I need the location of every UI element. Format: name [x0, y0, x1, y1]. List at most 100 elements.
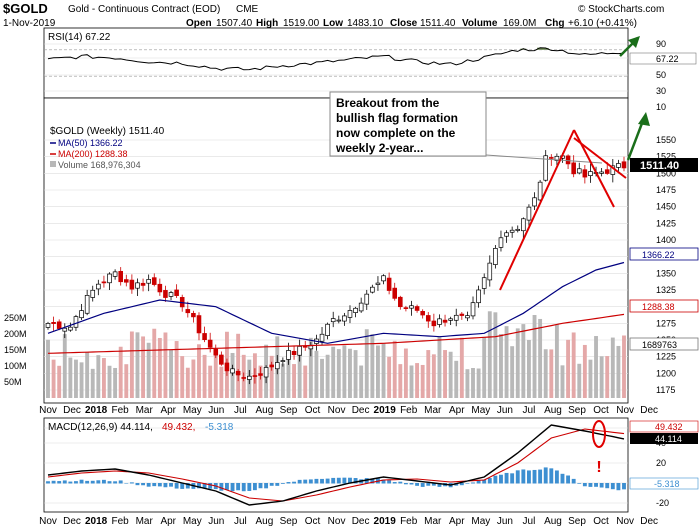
- candle-body: [119, 271, 123, 281]
- x-axis-label: 2018: [85, 516, 108, 527]
- volume-bar: [611, 338, 615, 398]
- macd-histogram-bar: [119, 480, 123, 483]
- volume-bar: [544, 349, 548, 398]
- macd-histogram-bar: [113, 481, 117, 483]
- macd-histogram-bar: [102, 480, 106, 484]
- x-axis-label: Dec: [640, 516, 658, 527]
- candle-body: [225, 363, 229, 371]
- annotation-line-3: now complete on the: [336, 126, 456, 140]
- candle-body: [253, 376, 257, 377]
- candle-body: [387, 278, 391, 290]
- volume-bar: [460, 338, 464, 398]
- macd-histogram-bar: [236, 483, 240, 490]
- x-axis-label: Sep: [280, 405, 298, 416]
- volume-tick: 50M: [4, 377, 22, 387]
- candle-body: [85, 295, 89, 313]
- candle-body: [236, 371, 240, 375]
- volume-bar: [292, 364, 296, 398]
- price-tick: 1350: [656, 268, 676, 278]
- macd-histogram-bar: [331, 478, 335, 484]
- candle-body: [113, 272, 117, 276]
- volume-legend-swatch: [50, 161, 56, 167]
- volume-bar: [130, 331, 134, 398]
- volume-bar: [521, 324, 525, 398]
- candle-body: [605, 170, 609, 174]
- candle-body: [533, 198, 537, 206]
- macd-histogram-bar: [85, 481, 89, 484]
- volume-bar: [488, 311, 492, 398]
- annotation-line-4: weekly 2-year...: [335, 141, 423, 155]
- price-up-arrow-icon: [638, 112, 650, 126]
- volume-bar: [426, 350, 430, 398]
- candle-body: [52, 322, 56, 323]
- price-tick: 1325: [656, 285, 676, 295]
- candle-body: [348, 310, 352, 317]
- ma200-value-tag-text: 1288.38: [642, 302, 675, 312]
- macd-histogram-bar: [247, 483, 251, 491]
- macd-histogram-bar: [147, 483, 151, 487]
- macd-histogram-bar: [163, 483, 167, 487]
- volume-bar: [387, 357, 391, 398]
- candle-body: [449, 319, 453, 321]
- macd-signal-value: 49.432,: [162, 422, 195, 433]
- macd-histogram-bar: [292, 482, 296, 484]
- candle-body: [208, 340, 212, 347]
- macd-histogram-bar: [309, 479, 313, 483]
- volume-bar: [203, 355, 207, 398]
- volume-bar: [68, 358, 72, 398]
- candle-body: [175, 290, 179, 296]
- x-axis-label: Mar: [136, 516, 154, 527]
- candle-body: [454, 315, 458, 320]
- candle-body: [169, 293, 173, 297]
- volume-bar: [499, 334, 503, 398]
- macd-histogram-bar: [63, 480, 67, 483]
- x-axis-label: Jun: [497, 405, 513, 416]
- bar-date: 1-Nov-2019: [3, 18, 56, 29]
- candle-body: [191, 313, 195, 317]
- macd-histogram-bar: [600, 483, 604, 488]
- volume-bar: [577, 364, 581, 398]
- macd-histogram-bar: [561, 474, 565, 484]
- macd-tick-20: 20: [656, 458, 666, 468]
- candle-body: [326, 324, 330, 335]
- rsi-axis: 90 70 50 30 10: [656, 39, 666, 112]
- ma50-value-tag-text: 1366.22: [642, 250, 675, 260]
- volume-label: Volume: [462, 18, 498, 29]
- macd-histogram-bar: [303, 480, 307, 484]
- volume-bar: [432, 354, 436, 398]
- x-axis-label: Nov: [616, 516, 634, 527]
- macd-histogram-bar: [398, 482, 402, 484]
- candle-body: [600, 172, 604, 173]
- macd-histogram-bar: [231, 483, 235, 491]
- volume-bar: [281, 364, 285, 398]
- volume-bar: [219, 367, 223, 398]
- x-axis-label: Apr: [449, 405, 465, 416]
- macd-histogram-bar: [68, 482, 72, 484]
- macd-histogram-bar: [471, 482, 475, 483]
- x-axis-label: Jul: [234, 516, 247, 527]
- volume-bar: [465, 369, 469, 398]
- brand-watermark: © StockCharts.com: [578, 4, 664, 15]
- volume-bar: [326, 355, 330, 398]
- candle-body: [337, 320, 341, 321]
- candle-body: [270, 365, 274, 367]
- volume-bar: [622, 336, 626, 398]
- x-axis-label: May: [183, 405, 202, 416]
- volume-bar: [163, 332, 167, 398]
- x-axis-label: Nov: [328, 405, 346, 416]
- candle-body: [275, 363, 279, 369]
- price-tick: 1475: [656, 185, 676, 195]
- macd-histogram-bar: [477, 481, 481, 484]
- low-label: Low: [323, 18, 343, 29]
- volume-bar: [214, 352, 218, 398]
- exchange-label: CME: [236, 4, 259, 15]
- macd-histogram-bar: [130, 482, 134, 483]
- candle-body: [136, 283, 140, 288]
- candle-body: [264, 367, 268, 377]
- candle-body: [505, 233, 509, 236]
- volume-bar: [314, 351, 318, 398]
- candle-body: [287, 350, 291, 359]
- rsi-tick-50: 50: [656, 70, 666, 80]
- macd-histogram-bar: [611, 483, 615, 489]
- candle-body: [493, 248, 497, 264]
